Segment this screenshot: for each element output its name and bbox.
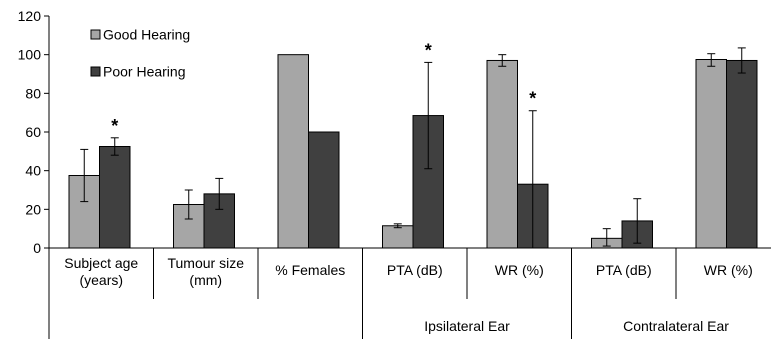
group-label: Ipsilateral Ear (424, 318, 510, 334)
bar-poor-hearing (308, 131, 340, 249)
category-labels: Subject age(years) Tumour size(mm) % Femal… (64, 255, 752, 334)
category-label: WR (%) (704, 262, 753, 278)
legend-swatch (90, 29, 101, 40)
category-label: Subject age (64, 255, 138, 271)
significance-star: * (111, 116, 118, 136)
bar-good-hearing (382, 225, 414, 249)
category-label: WR (%) (495, 262, 544, 278)
bar-good-hearing (277, 54, 309, 249)
bar-good-hearing (695, 59, 727, 249)
bar-poor-hearing (99, 146, 131, 249)
bar-poor-hearing (726, 59, 758, 249)
group-label: Contralateral Ear (623, 318, 729, 334)
category-label: % Females (275, 262, 345, 278)
y-tick-label: 40 (25, 163, 41, 179)
axes: 0 20 40 60 80 100 120 (18, 8, 771, 339)
y-tick-label: 100 (18, 47, 42, 63)
bar-good-hearing (486, 59, 518, 249)
category-label: PTA (dB) (596, 262, 652, 278)
error-bars (80, 47, 746, 248)
legend-swatch (90, 66, 101, 77)
legend-label: Poor Hearing (103, 64, 186, 80)
legend: Good Hearing Poor Hearing (90, 27, 190, 80)
category-label: Tumour size (167, 255, 244, 271)
y-tick-label: 20 (25, 201, 41, 217)
significance-star: * (425, 40, 432, 60)
significance-star: * (529, 89, 536, 109)
category-label: PTA (dB) (387, 262, 443, 278)
y-tick-label: 0 (33, 240, 41, 256)
y-tick-label: 60 (25, 124, 41, 140)
y-tick-label: 120 (18, 8, 42, 24)
category-label: (mm) (189, 272, 222, 288)
y-tick-label: 80 (25, 85, 41, 101)
legend-label: Good Hearing (103, 27, 190, 43)
category-label: (years) (79, 272, 123, 288)
significance-markers: * * * (111, 40, 536, 135)
bars (68, 54, 758, 249)
